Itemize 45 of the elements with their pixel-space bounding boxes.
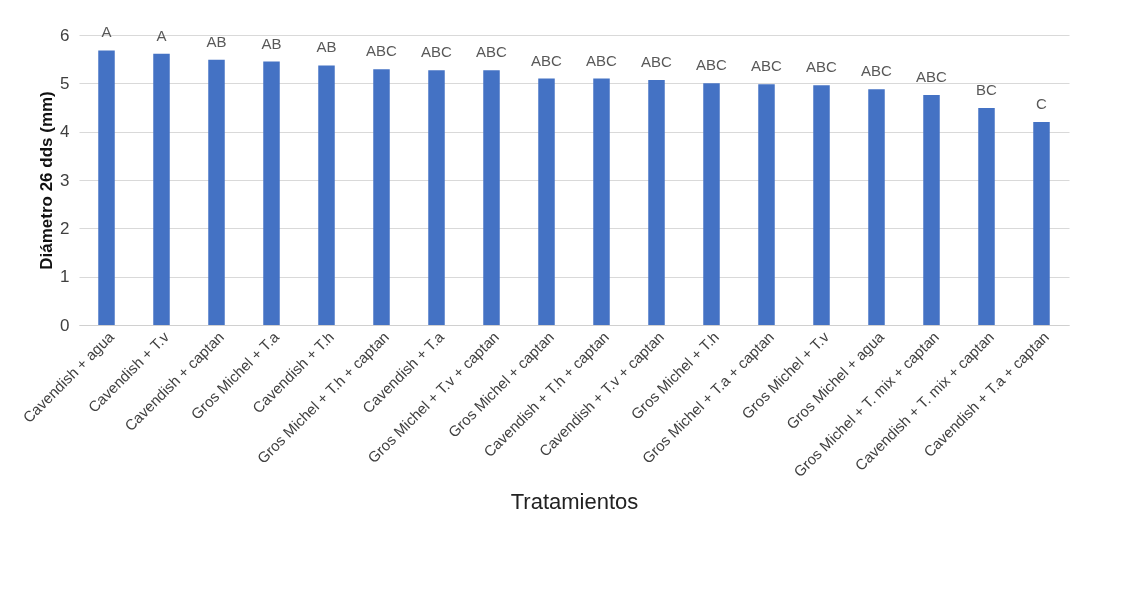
bar xyxy=(703,83,720,325)
bar xyxy=(153,53,170,325)
bar xyxy=(868,89,885,325)
data-label: AB xyxy=(316,38,337,56)
data-label: A xyxy=(156,26,167,44)
data-label: ABC xyxy=(806,58,838,76)
bar xyxy=(1033,122,1050,325)
data-label: BC xyxy=(976,80,998,98)
bar xyxy=(758,84,775,325)
y-tick-label: 1 xyxy=(60,267,70,287)
y-axis-title: Diámetro 26 dds (mm) xyxy=(37,91,57,270)
bar xyxy=(923,94,940,325)
bar xyxy=(98,50,115,325)
bar xyxy=(428,70,445,325)
bar xyxy=(208,59,225,325)
bar xyxy=(978,107,995,325)
bar xyxy=(813,85,830,325)
data-label: C xyxy=(1036,95,1048,112)
data-label: ABC xyxy=(751,57,783,75)
bar xyxy=(593,78,610,325)
data-label: AB xyxy=(261,34,282,52)
x-axis-title: Tratamientos xyxy=(510,489,639,515)
bar xyxy=(263,61,280,325)
bar xyxy=(373,69,390,325)
bar xyxy=(648,79,665,325)
y-tick-label: 5 xyxy=(60,73,70,93)
data-label: ABC xyxy=(421,43,453,61)
data-label: ABC xyxy=(586,51,618,69)
data-label: ABC xyxy=(531,51,563,69)
y-tick-label: 0 xyxy=(60,315,70,335)
y-tick-label: 6 xyxy=(60,25,70,45)
data-label: A xyxy=(101,23,112,41)
data-label: ABC xyxy=(861,62,893,80)
data-label: ABC xyxy=(696,56,728,74)
data-label: ABC xyxy=(916,67,948,85)
data-label: ABC xyxy=(476,43,508,61)
bar xyxy=(538,78,555,325)
data-label: AB xyxy=(206,32,227,50)
bar xyxy=(483,70,500,325)
data-label: ABC xyxy=(366,42,398,60)
y-tick-label: 4 xyxy=(60,122,70,142)
y-tick-label: 3 xyxy=(60,170,70,190)
y-tick-label: 2 xyxy=(60,218,70,238)
bar xyxy=(318,65,335,325)
data-label: ABC xyxy=(641,52,673,70)
